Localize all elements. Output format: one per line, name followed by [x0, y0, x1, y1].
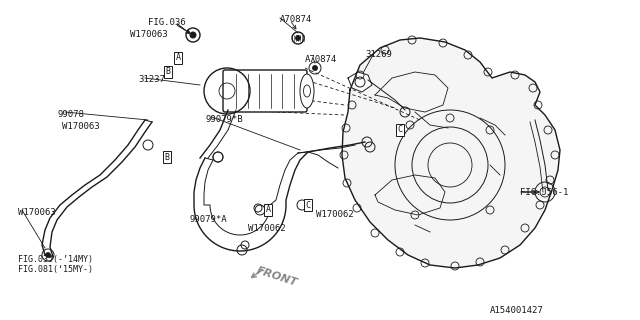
- Text: A154001427: A154001427: [490, 306, 544, 315]
- Circle shape: [45, 252, 51, 258]
- Text: 99079*B: 99079*B: [205, 115, 243, 124]
- Text: A: A: [175, 53, 180, 62]
- Text: A: A: [266, 205, 271, 214]
- Polygon shape: [342, 38, 560, 268]
- FancyBboxPatch shape: [223, 70, 307, 112]
- Text: W170063: W170063: [130, 30, 168, 39]
- Text: W170063: W170063: [18, 208, 56, 217]
- Text: FRONT: FRONT: [255, 265, 299, 288]
- Text: C: C: [305, 201, 310, 210]
- Circle shape: [312, 66, 317, 70]
- Text: FIG.J56-1: FIG.J56-1: [520, 188, 568, 197]
- Text: FIG.081(‘15MY-): FIG.081(‘15MY-): [18, 265, 93, 274]
- Text: 31269: 31269: [365, 50, 392, 59]
- Ellipse shape: [303, 85, 310, 97]
- Text: W170062: W170062: [248, 224, 285, 233]
- Text: W170062: W170062: [316, 210, 354, 219]
- Text: C: C: [397, 125, 403, 134]
- Text: B: B: [164, 153, 170, 162]
- Polygon shape: [348, 72, 372, 92]
- Text: 99079*A: 99079*A: [190, 215, 228, 224]
- Text: 31237: 31237: [138, 75, 165, 84]
- Text: B: B: [166, 68, 170, 76]
- Text: A70874: A70874: [280, 15, 312, 24]
- Text: FIG.035(-’14MY): FIG.035(-’14MY): [18, 255, 93, 264]
- Text: 99078: 99078: [58, 110, 85, 119]
- Text: FIG.036: FIG.036: [148, 18, 186, 27]
- Text: W170063: W170063: [62, 122, 100, 131]
- Text: A70874: A70874: [305, 55, 337, 64]
- Ellipse shape: [300, 74, 314, 108]
- Circle shape: [296, 36, 301, 41]
- Circle shape: [190, 32, 196, 38]
